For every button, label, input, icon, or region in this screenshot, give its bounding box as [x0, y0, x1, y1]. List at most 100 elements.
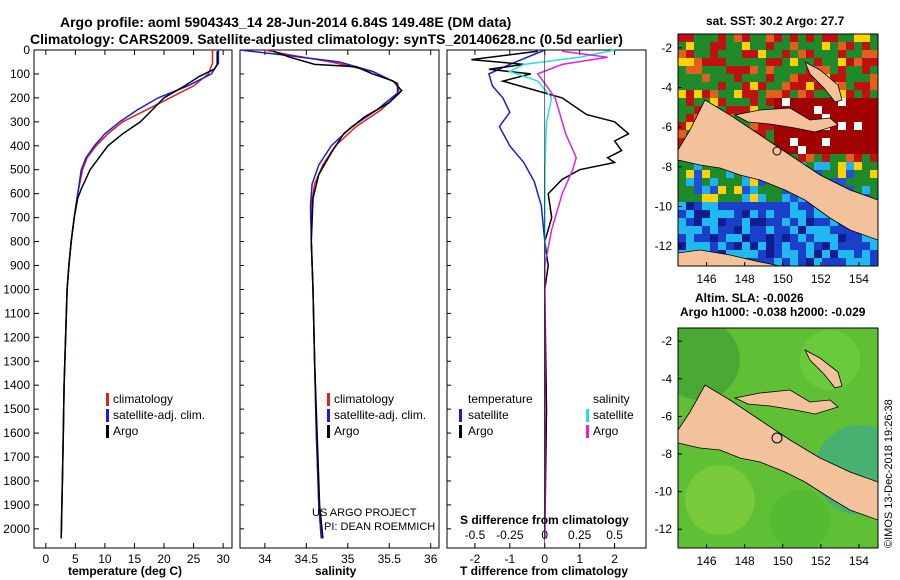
sst-cell [678, 130, 686, 138]
x-tick-label: 2 [611, 552, 618, 566]
sst-cell [822, 34, 830, 42]
legend-satellite: satellite-adj. clim. [334, 408, 426, 422]
sst-cell [702, 234, 710, 242]
sst-cell [854, 130, 862, 138]
sst-cell [734, 98, 742, 106]
sst-cell [830, 58, 838, 66]
sst-cell [678, 98, 686, 106]
sst-cell [854, 74, 862, 82]
sst-cell [814, 218, 822, 226]
sst-cell [846, 170, 854, 178]
x2-tick-label: 0.25 [568, 528, 592, 542]
sst-cell [862, 82, 870, 90]
sst-cell [774, 234, 782, 242]
sst-cell [686, 178, 694, 186]
sst-cell [862, 90, 870, 98]
sst-cell [790, 258, 798, 266]
sst-cell [758, 98, 766, 106]
sst-cell [686, 34, 694, 42]
sst-cell [718, 98, 726, 106]
sst-cell [814, 242, 822, 250]
sst-cell [782, 90, 790, 98]
sst-cell [806, 242, 814, 250]
sst-cell [758, 226, 766, 234]
map-x-tick-label: 152 [811, 554, 831, 568]
legend-swatch-satellite [327, 409, 330, 422]
sst-cell [774, 50, 782, 58]
sst-cell [678, 210, 686, 218]
sst-cell [774, 138, 782, 146]
sst-cell [838, 130, 846, 138]
map-x-tick-label: 150 [773, 554, 793, 568]
sst-cell [742, 202, 750, 210]
sst-cell [814, 162, 822, 170]
sst-cell [686, 98, 694, 106]
sst-map: sat. SST: 30.2 Argo: 27.7 146 148 150 152 15… [655, 14, 879, 286]
sst-cell [790, 66, 798, 74]
sst-cell [686, 42, 694, 50]
x2-tick-label: 0.5 [606, 528, 623, 542]
sst-cell [678, 178, 686, 186]
y-tick-label: 300 [10, 115, 30, 129]
sst-cell [862, 34, 870, 42]
sst-cell [798, 98, 806, 106]
series-t-satellite [487, 49, 546, 539]
sst-cell [846, 58, 854, 66]
sst-cell [734, 66, 742, 74]
sst-cell [838, 138, 846, 146]
y-tick-label: 1400 [3, 378, 30, 392]
sst-cell [830, 50, 838, 58]
sst-cell [854, 34, 862, 42]
sst-cell [710, 194, 718, 202]
sst-cell [862, 178, 870, 186]
sst-cell [678, 186, 686, 194]
title-line-2: Climatology: CARS2009. Satellite-adjuste… [30, 31, 623, 47]
sst-cell [846, 50, 854, 58]
sst-cell [806, 34, 814, 42]
sst-cell [750, 42, 758, 50]
sst-cell [862, 66, 870, 74]
sst-cell [758, 122, 766, 130]
legend-t-argo: Argo [468, 424, 494, 438]
sst-cell [734, 234, 742, 242]
sst-cell [710, 226, 718, 234]
sst-cell [782, 258, 790, 266]
sst-cell [782, 58, 790, 66]
sst-cell [686, 186, 694, 194]
sst-cell [710, 234, 718, 242]
sst-cell [830, 42, 838, 50]
sst-cell [726, 170, 734, 178]
sst-cell [694, 82, 702, 90]
sst-cell [702, 194, 710, 202]
map-x-tick-label: 148 [735, 554, 755, 568]
sst-cell [854, 122, 862, 130]
legend-swatch-argo [106, 425, 109, 438]
sst-cell [734, 250, 742, 258]
sst-cell [758, 210, 766, 218]
sst-cell [870, 170, 878, 178]
sst-cell [750, 74, 758, 82]
sst-map-title: sat. SST: 30.2 Argo: 27.7 [706, 14, 845, 28]
sst-cell [830, 106, 838, 114]
sst-cell [846, 130, 854, 138]
sst-cell [806, 82, 814, 90]
sst-cell [838, 250, 846, 258]
sst-cell [742, 178, 750, 186]
sst-cell [678, 170, 686, 178]
map-y-tick-label: -2 [661, 334, 672, 348]
sst-cell [846, 138, 854, 146]
sst-cell [798, 58, 806, 66]
sst-cell [830, 114, 838, 122]
sst-cell [758, 82, 766, 90]
sst-cell [830, 258, 838, 266]
sst-cell [774, 34, 782, 42]
sst-cell [758, 34, 766, 42]
sst-cell [798, 90, 806, 98]
sst-cell [798, 258, 806, 266]
sst-cell [798, 210, 806, 218]
sst-cell [766, 98, 774, 106]
sst-cell [782, 138, 790, 146]
sst-coastline-newbritain [733, 107, 839, 133]
sst-cell [830, 250, 838, 258]
sst-cell [854, 234, 862, 242]
